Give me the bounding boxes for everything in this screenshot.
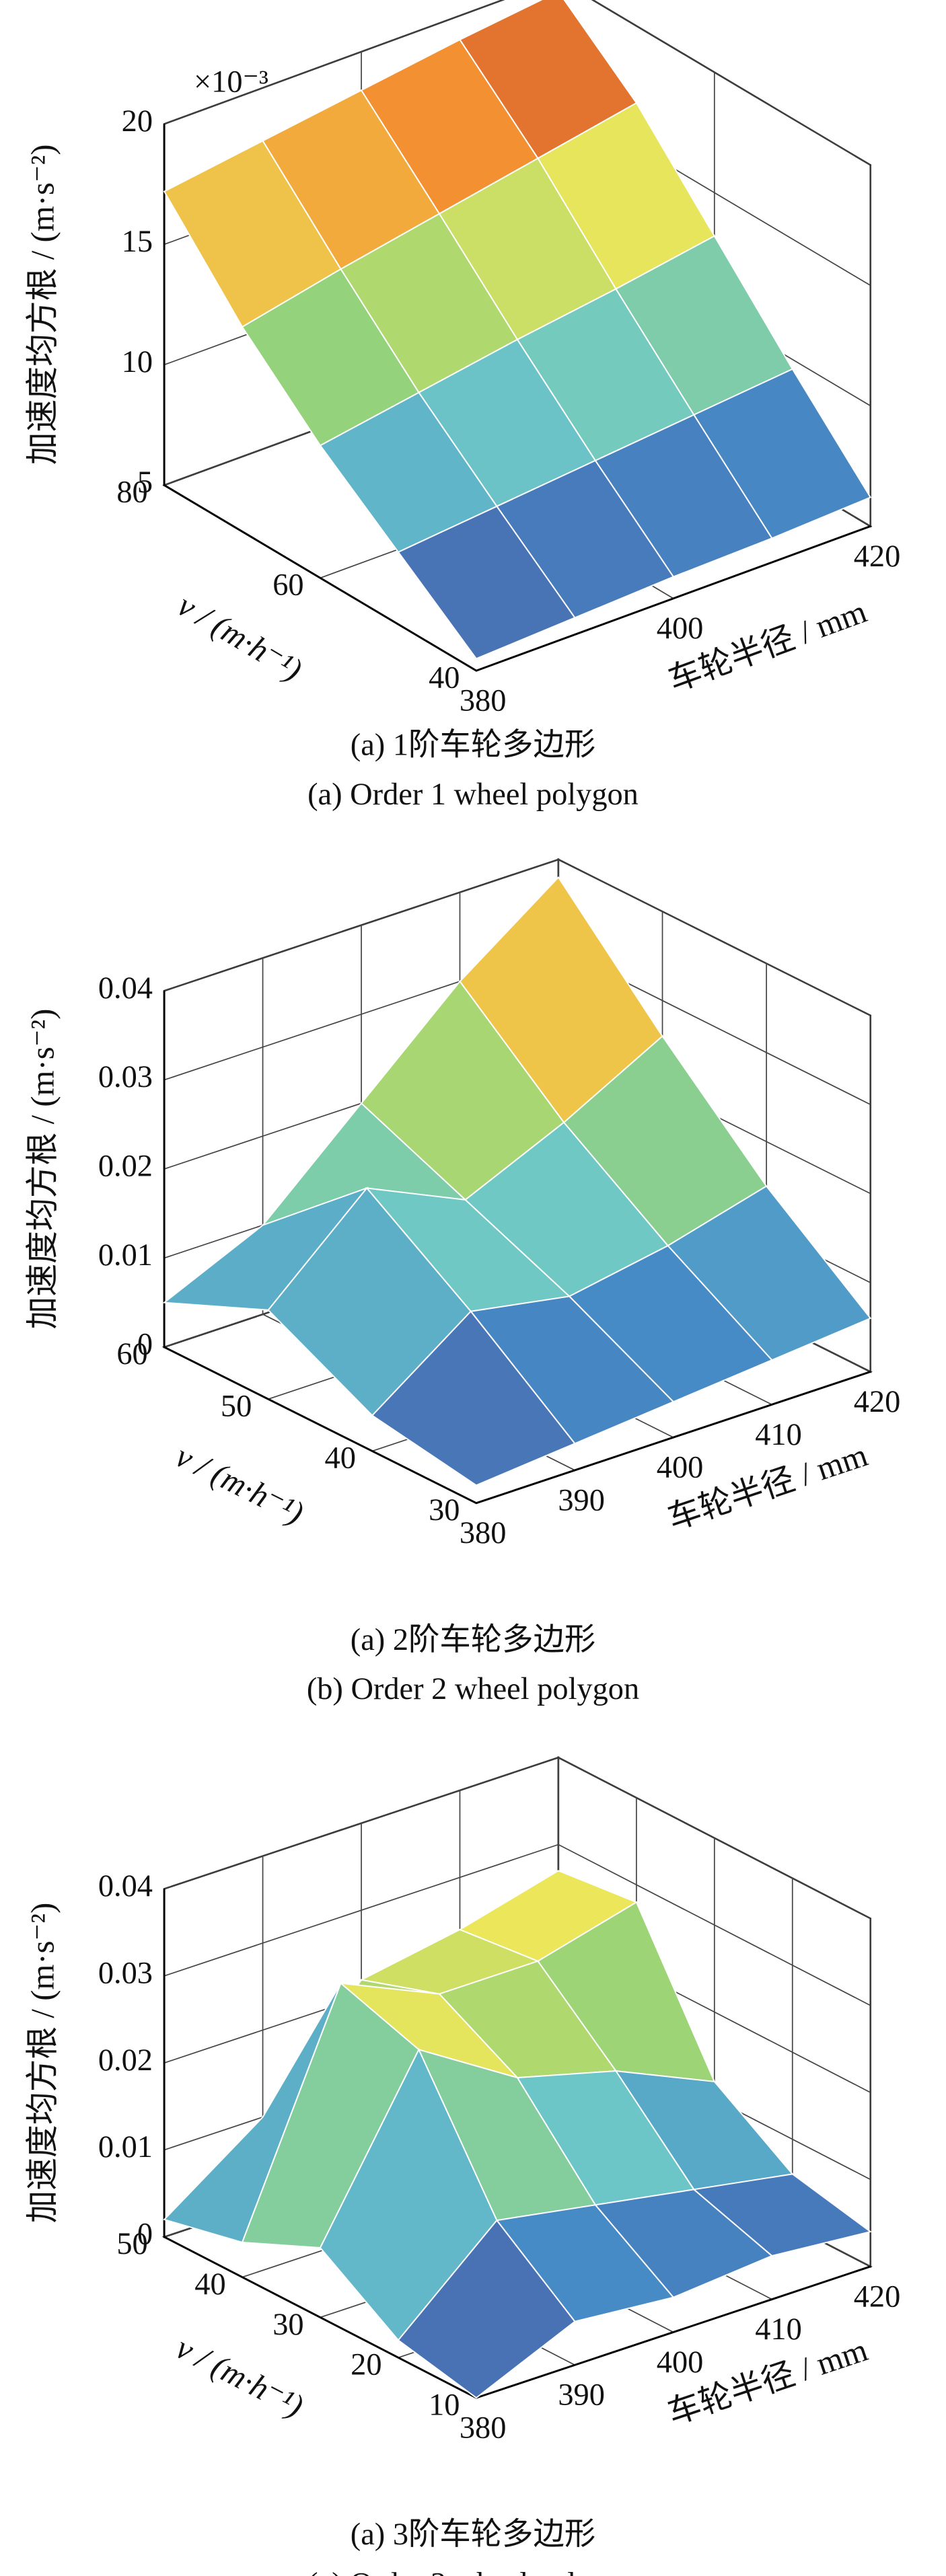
axis-edge [163, 991, 871, 1505]
caption-en: (b) Order 2 wheel polygon [307, 1672, 639, 1706]
y-tick-label: 60 [272, 568, 303, 603]
y-axis-label: v / (m·h⁻¹) [170, 1437, 310, 1531]
z-axis-label: 加速度均方根 / (m·s⁻²) [25, 144, 61, 465]
x-tick-label: 400 [657, 611, 704, 646]
caption-cn: (a) 3阶车轮多边形 [351, 2517, 595, 2552]
x-tick-label: 420 [854, 2279, 901, 2314]
y-axis-label: v / (m·h⁻¹) [170, 2329, 309, 2425]
z-tick-label: 20 [122, 104, 153, 139]
surface-cell [397, 2219, 576, 2399]
y-tick-label: 30 [429, 1493, 460, 1527]
y-tick-label: 40 [194, 2267, 225, 2302]
z-tick-label: 0.03 [98, 1060, 153, 1094]
x-tick-label: 380 [460, 2411, 507, 2446]
x-tick-label: 380 [460, 684, 507, 718]
z-tick-label: 0.03 [98, 1956, 153, 1990]
z-tick-label: 0.02 [98, 1149, 153, 1184]
z-tick-label: 5 [137, 465, 153, 500]
x-axis-label: 车轮半径 / mm [663, 593, 871, 699]
y-tick-label: 10 [429, 2388, 460, 2422]
y-tick-label: 40 [429, 660, 460, 695]
x-tick-label: 410 [755, 1418, 802, 1452]
caption-cn: (a) 2阶车轮多边形 [351, 1623, 595, 1657]
axis-edge [163, 124, 871, 672]
y-tick-label: 50 [221, 1389, 252, 1423]
caption-cn: (a) 1阶车轮多边形 [351, 728, 595, 763]
caption-en: (a) Order 1 wheel polygon [307, 778, 639, 812]
z-tick-label: 0.04 [98, 1869, 153, 1903]
x-tick-label: 410 [755, 2312, 802, 2347]
z-tick-label: 0 [137, 2218, 153, 2252]
surface-cell [397, 505, 576, 660]
z-axis-label: 加速度均方根 / (m·s⁻²) [25, 1903, 61, 2224]
z-tick-label: 15 [122, 225, 153, 259]
grid-line [163, 0, 871, 166]
surface-cell [371, 1310, 576, 1486]
x-tick-label: 420 [854, 539, 901, 574]
y-tick-label: 60 [116, 1337, 147, 1371]
x-tick-label: 400 [657, 1451, 704, 1485]
z-tick-label: 10 [122, 345, 153, 379]
y-tick-label: 40 [325, 1441, 356, 1476]
y-tick-label: 80 [116, 476, 147, 510]
axis-edge [163, 1889, 871, 2399]
x-tick-label: 390 [558, 2378, 605, 2413]
y-tick-label: 30 [272, 2308, 303, 2342]
y-tick-label: 50 [116, 2227, 147, 2261]
x-tick-label: 400 [657, 2345, 704, 2380]
y-tick-label: 20 [351, 2348, 381, 2382]
z-tick-label: 0 [137, 1328, 153, 1362]
z-tick-label: 0.02 [98, 2043, 153, 2078]
x-tick-label: 380 [460, 1516, 507, 1550]
x-tick-label: 390 [558, 1483, 605, 1517]
z-axis-label: 加速度均方根 / (m·s⁻²) [25, 1009, 61, 1330]
multiplier: ×10⁻³ [194, 65, 268, 99]
z-tick-label: 0.01 [98, 1238, 153, 1273]
x-tick-label: 420 [854, 1385, 901, 1419]
z-tick-label: 0.04 [98, 971, 153, 1006]
caption-en: (c) Order 3 wheel polygon [307, 2567, 639, 2576]
z-tick-label: 0.01 [98, 2130, 153, 2164]
